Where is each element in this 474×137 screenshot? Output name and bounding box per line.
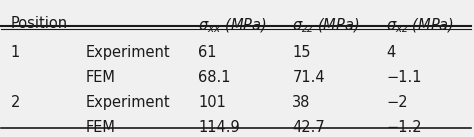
Text: 61: 61 <box>199 45 217 60</box>
Text: 4: 4 <box>386 45 395 60</box>
Text: 2: 2 <box>11 95 20 110</box>
Text: Experiment: Experiment <box>86 95 171 110</box>
Text: 114.9: 114.9 <box>199 120 240 135</box>
Text: $\sigma_{zz}$ (MPa): $\sigma_{zz}$ (MPa) <box>292 16 360 35</box>
Text: −2: −2 <box>386 95 408 110</box>
Text: 68.1: 68.1 <box>199 70 231 85</box>
Text: FEM: FEM <box>86 70 116 85</box>
Text: 71.4: 71.4 <box>292 70 325 85</box>
Text: $\sigma_{xz}$ (MPa): $\sigma_{xz}$ (MPa) <box>386 16 454 35</box>
Text: $\sigma_{xx}$ (MPa): $\sigma_{xx}$ (MPa) <box>199 16 267 35</box>
Text: −1.2: −1.2 <box>386 120 422 135</box>
Text: Position: Position <box>11 16 68 31</box>
Text: 15: 15 <box>292 45 311 60</box>
Text: Experiment: Experiment <box>86 45 171 60</box>
Text: −1.1: −1.1 <box>386 70 422 85</box>
Text: 38: 38 <box>292 95 310 110</box>
Text: 1: 1 <box>11 45 20 60</box>
Text: 42.7: 42.7 <box>292 120 325 135</box>
Text: FEM: FEM <box>86 120 116 135</box>
Text: 101: 101 <box>199 95 227 110</box>
